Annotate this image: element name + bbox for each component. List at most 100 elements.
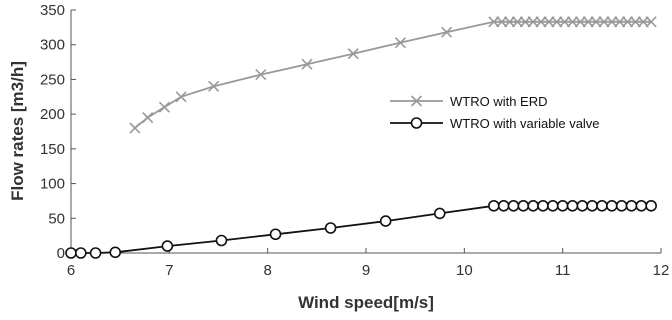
data-point (645, 16, 657, 28)
data-point (301, 58, 313, 70)
x-tick-label: 10 (456, 262, 473, 279)
y-axis-title: Flow rates [m3/h] (8, 61, 27, 201)
legend-label: WTRO with ERD (450, 94, 548, 109)
x-tick-label: 9 (362, 262, 370, 279)
data-point-stroke (129, 122, 141, 134)
data-point (142, 112, 154, 124)
data-point (637, 16, 649, 28)
data-point-stroke (559, 16, 571, 28)
data-point (527, 16, 539, 28)
legend-label: WTRO with variable valve (450, 116, 600, 131)
data-point (507, 199, 520, 212)
data-point-stroke (208, 80, 220, 92)
data-point-stroke (606, 16, 618, 28)
data-point (574, 16, 586, 28)
data-point (161, 240, 174, 252)
data-point (615, 199, 628, 212)
data-point-stroke (175, 91, 187, 103)
data-point (324, 222, 337, 234)
data-point (543, 16, 555, 28)
data-point (158, 101, 170, 113)
x-tick-label: 6 (67, 262, 75, 279)
data-point-stroke (511, 16, 523, 28)
y-tick-label: 350 (40, 2, 65, 19)
data-point (527, 199, 539, 212)
legend-marker (410, 117, 423, 129)
data-point-stroke (622, 16, 634, 28)
y-ticks: 0 50 100 150 200 250 300 350 (40, 2, 76, 262)
data-point (75, 247, 87, 259)
data-point-stroke (519, 16, 531, 28)
data-point (535, 16, 547, 28)
data-point (566, 16, 579, 28)
data-point-stroke (543, 16, 555, 28)
series-line (71, 204, 652, 254)
legend: WTRO with ERD WTRO with variable valve (390, 94, 600, 131)
y-tick-label: 250 (40, 71, 65, 88)
data-point-stroke (347, 48, 359, 60)
data-point (347, 48, 359, 60)
data-point (89, 247, 102, 259)
data-point (488, 199, 500, 212)
x-ticks: 6 7 8 9 10 11 12 (67, 248, 670, 279)
data-point-stroke (142, 112, 154, 124)
data-point-stroke (629, 16, 641, 28)
data-point (433, 207, 446, 220)
series-layer (65, 16, 657, 259)
data-point-stroke (574, 16, 586, 28)
data-point-stroke (301, 58, 313, 70)
data-point-stroke (158, 101, 170, 113)
x-axis-title: Wind speed[m/s] (298, 293, 434, 312)
data-point-stroke (535, 16, 547, 28)
data-point-stroke (496, 16, 508, 28)
x-tick-label: 8 (263, 262, 271, 279)
data-point (556, 199, 569, 212)
data-point (129, 122, 141, 134)
data-point (635, 199, 648, 212)
data-point (208, 80, 220, 92)
data-point (441, 26, 453, 38)
data-point (497, 199, 510, 212)
y-tick-label: 200 (40, 106, 65, 123)
data-point (576, 199, 589, 212)
data-point (606, 16, 618, 28)
data-point (488, 16, 500, 28)
data-point-stroke (645, 16, 657, 28)
y-tick-label: 150 (40, 141, 65, 158)
data-point (596, 199, 608, 212)
y-tick-label: 300 (40, 37, 65, 54)
data-point (65, 247, 77, 259)
data-point (551, 16, 563, 28)
data-point (496, 16, 508, 28)
data-point-stroke (582, 16, 594, 28)
x-tick-label: 7 (165, 262, 173, 279)
data-point (504, 16, 516, 28)
data-point (394, 37, 406, 49)
data-point-stroke (637, 16, 649, 28)
y-tick-label: 0 (57, 245, 65, 262)
data-point (547, 199, 559, 212)
x-tick-label: 12 (653, 262, 670, 279)
data-point (109, 246, 122, 259)
legend-marker (410, 95, 423, 107)
data-point-stroke (527, 16, 539, 28)
data-point (566, 199, 579, 212)
data-point (582, 16, 594, 28)
series-2 (65, 199, 657, 259)
data-point (175, 91, 187, 103)
data-point (598, 16, 610, 28)
data-point-stroke (614, 16, 626, 28)
data-point (255, 69, 267, 81)
plot-area: 6 7 8 9 10 11 12 0 50 100 150 200 250 300 350 (40, 2, 669, 279)
data-point-stroke (551, 16, 563, 28)
y-tick-label: 100 (40, 176, 65, 193)
data-point (537, 199, 549, 212)
data-point (519, 16, 531, 28)
y-tick-label: 50 (48, 210, 65, 227)
data-point (559, 16, 571, 28)
data-point (517, 199, 530, 212)
series-1 (129, 16, 657, 134)
data-point (614, 16, 626, 28)
data-point (606, 199, 618, 212)
series-line (134, 20, 652, 129)
